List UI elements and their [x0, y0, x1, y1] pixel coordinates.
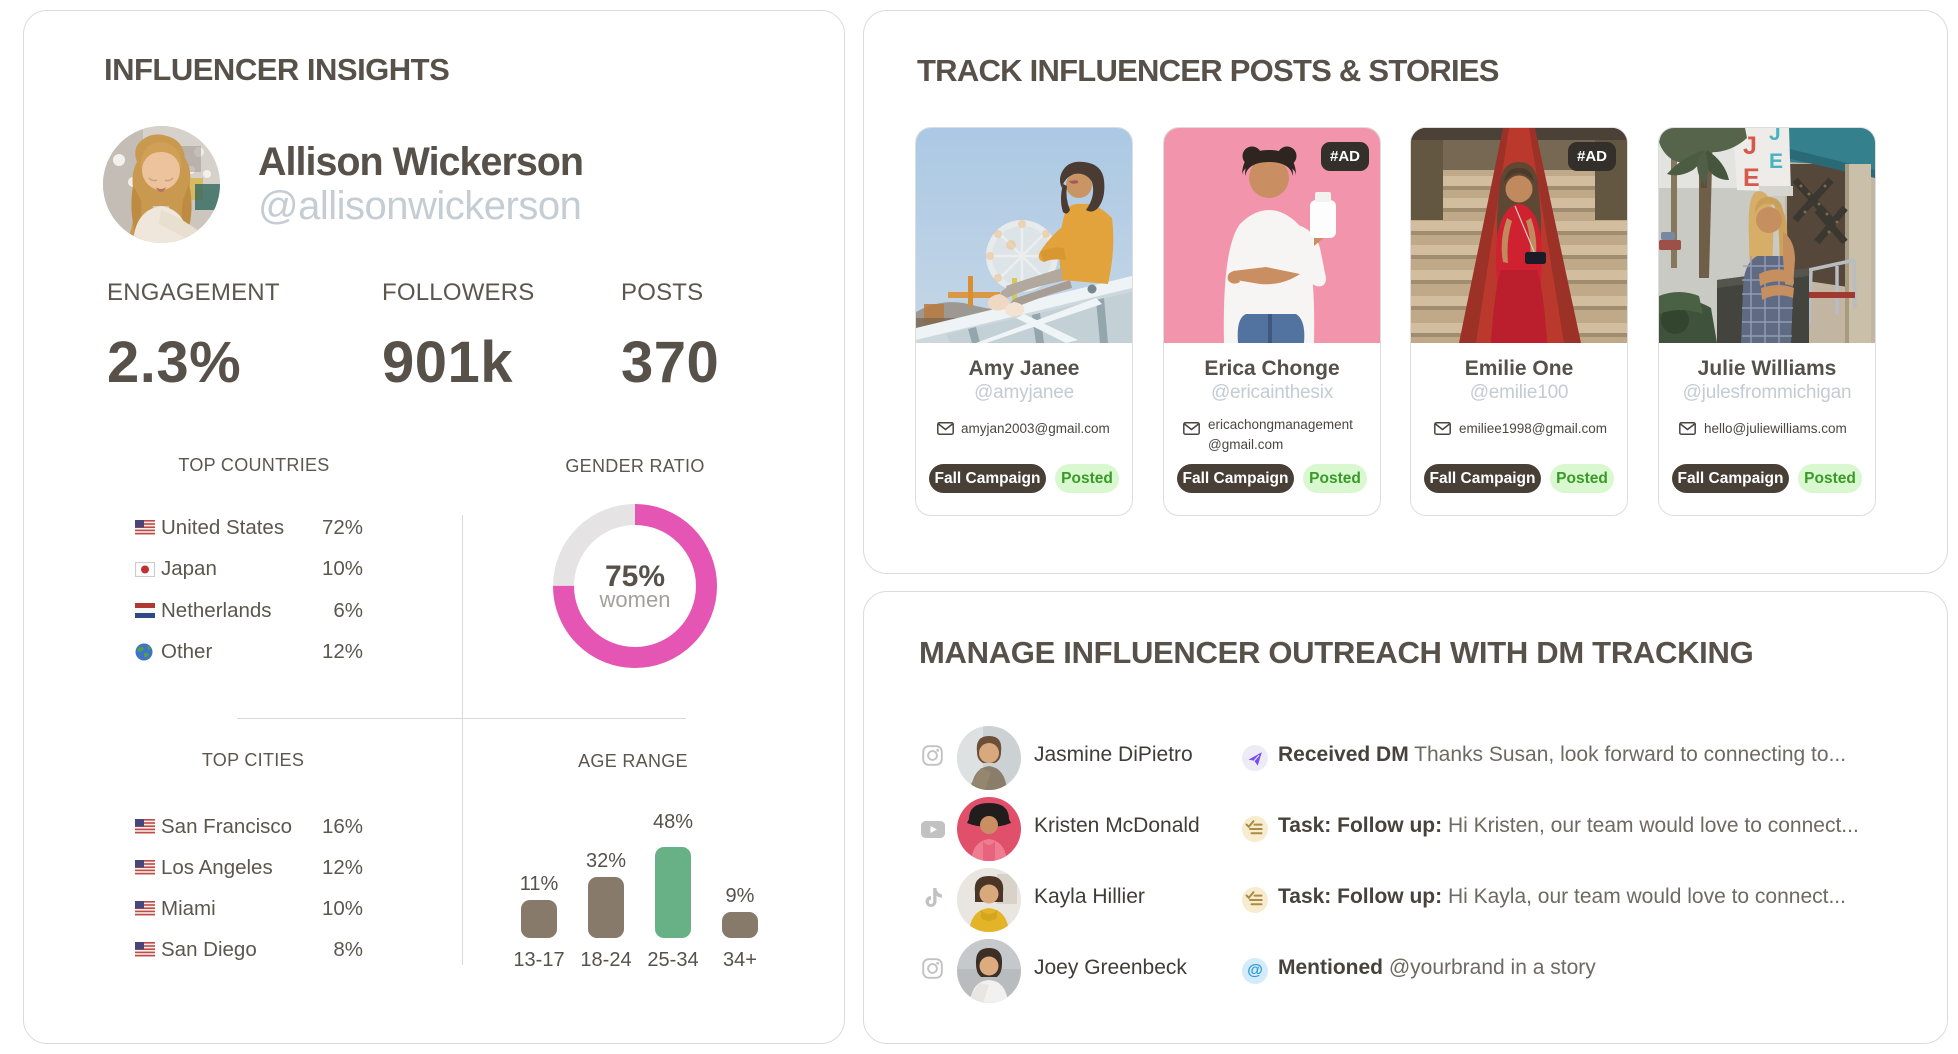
svg-text:J: J — [1743, 132, 1757, 160]
svg-text:E: E — [1769, 150, 1783, 173]
svg-text:E: E — [1743, 164, 1760, 192]
svg-text:J: J — [1769, 128, 1781, 145]
